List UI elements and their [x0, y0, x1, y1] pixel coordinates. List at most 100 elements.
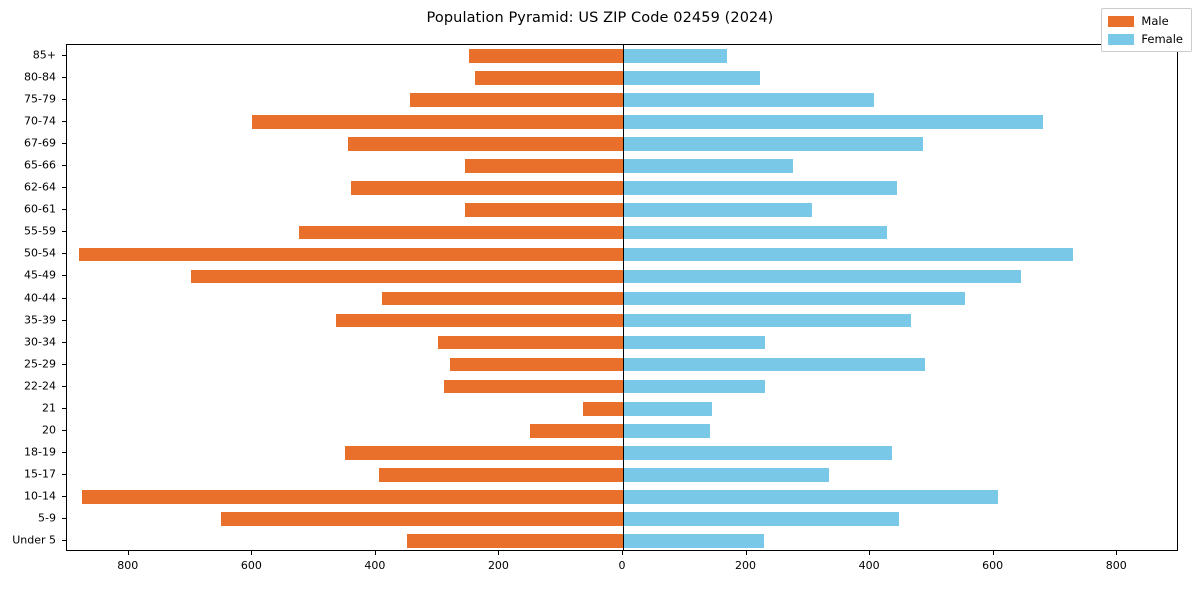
- bar-female[interactable]: [623, 225, 888, 240]
- bar-male[interactable]: [465, 203, 623, 218]
- y-tick-label: 62-64: [24, 180, 56, 194]
- bar-female[interactable]: [623, 137, 924, 152]
- bar-row: [67, 159, 1177, 174]
- bar-male[interactable]: [530, 423, 623, 438]
- y-tick-mark: [62, 517, 66, 519]
- y-tick-label: 30-34: [24, 335, 56, 349]
- bar-female[interactable]: [623, 203, 813, 218]
- bar-female[interactable]: [623, 534, 764, 548]
- x-tick-label: 400: [364, 559, 386, 572]
- x-tick-label: 200: [487, 559, 509, 572]
- bar-female[interactable]: [623, 159, 793, 174]
- bar-female[interactable]: [623, 512, 900, 526]
- y-tick-mark: [62, 99, 66, 101]
- bar-row: [67, 313, 1177, 328]
- x-tick-label: 600: [240, 559, 262, 572]
- y-tick-mark: [62, 297, 66, 299]
- y-tick-label: 35-39: [24, 313, 56, 327]
- bar-female[interactable]: [623, 115, 1044, 129]
- y-tick-label: 50-54: [24, 246, 56, 260]
- y-tick-label: 18-19: [24, 445, 56, 459]
- bar-male[interactable]: [474, 71, 623, 85]
- bar-female[interactable]: [623, 357, 926, 372]
- bar-male[interactable]: [79, 247, 623, 262]
- bar-female[interactable]: [623, 93, 874, 107]
- bar-row: [67, 445, 1177, 460]
- bar-row: [67, 247, 1177, 262]
- x-tick-label: 600: [982, 559, 1004, 572]
- bar-male[interactable]: [82, 490, 623, 504]
- y-tick-mark: [62, 363, 66, 365]
- bar-row: [67, 225, 1177, 240]
- bar-male[interactable]: [406, 534, 623, 548]
- bar-row: [67, 137, 1177, 152]
- bar-row: [67, 534, 1177, 548]
- bars-layer: [67, 45, 1177, 550]
- bar-male[interactable]: [582, 401, 623, 416]
- bar-female[interactable]: [623, 269, 1022, 284]
- y-tick-label: 80-84: [24, 70, 56, 84]
- bar-row: [67, 291, 1177, 306]
- bar-row: [67, 401, 1177, 416]
- y-tick-mark: [62, 253, 66, 255]
- bar-female[interactable]: [623, 490, 998, 504]
- x-tick-mark: [1116, 551, 1118, 555]
- bar-male[interactable]: [443, 379, 623, 394]
- bar-female[interactable]: [623, 468, 829, 482]
- bar-male[interactable]: [450, 357, 623, 372]
- bar-male[interactable]: [348, 137, 623, 152]
- bar-female[interactable]: [623, 49, 728, 63]
- y-tick-label: 85+: [32, 48, 56, 62]
- bar-row: [67, 423, 1177, 438]
- bar-male[interactable]: [351, 181, 623, 196]
- y-tick-mark: [62, 231, 66, 233]
- bar-male[interactable]: [382, 291, 623, 306]
- x-tick-mark: [869, 551, 871, 555]
- bar-male[interactable]: [345, 445, 623, 460]
- bar-female[interactable]: [623, 181, 897, 196]
- y-tick-mark: [62, 341, 66, 343]
- bar-female[interactable]: [623, 247, 1073, 262]
- bar-row: [67, 93, 1177, 107]
- bar-male[interactable]: [335, 313, 623, 328]
- y-tick-label: 10-14: [24, 489, 56, 503]
- y-tick-label: 67-69: [24, 136, 56, 150]
- bar-male[interactable]: [468, 49, 623, 63]
- bar-male[interactable]: [298, 225, 623, 240]
- bar-female[interactable]: [623, 335, 766, 350]
- x-tick-label: 800: [1105, 559, 1127, 572]
- y-tick-label: 75-79: [24, 92, 56, 106]
- y-tick-label: 45-49: [24, 268, 56, 282]
- x-tick-mark: [622, 551, 623, 555]
- y-tick-mark: [62, 429, 66, 431]
- y-tick-label: 22-24: [24, 379, 56, 393]
- bar-male[interactable]: [465, 159, 623, 174]
- bar-female[interactable]: [623, 379, 766, 394]
- x-tick-label: 400: [858, 559, 880, 572]
- bar-male[interactable]: [409, 93, 623, 107]
- bar-female[interactable]: [623, 291, 966, 306]
- bar-male[interactable]: [437, 335, 623, 350]
- bar-female[interactable]: [623, 71, 760, 85]
- legend-label-male: Male: [1141, 14, 1169, 28]
- bar-female[interactable]: [623, 401, 712, 416]
- bar-male[interactable]: [221, 512, 623, 526]
- y-tick-label: 25-29: [24, 357, 56, 371]
- x-tick-mark: [498, 551, 500, 555]
- y-tick-mark: [62, 55, 66, 57]
- x-tick-mark: [745, 551, 747, 555]
- bar-male[interactable]: [190, 269, 623, 284]
- chart-legend: Male Female: [1101, 8, 1192, 52]
- y-tick-mark: [62, 539, 66, 541]
- bar-female[interactable]: [623, 423, 711, 438]
- y-tick-label: 65-66: [24, 158, 56, 172]
- bar-male[interactable]: [378, 468, 623, 482]
- y-tick-mark: [62, 121, 66, 123]
- bar-row: [67, 357, 1177, 372]
- y-tick-mark: [62, 473, 66, 475]
- bar-male[interactable]: [252, 115, 623, 129]
- bar-female[interactable]: [623, 313, 911, 328]
- y-tick-mark: [62, 275, 66, 277]
- bar-female[interactable]: [623, 445, 893, 460]
- legend-swatch-male: [1108, 15, 1135, 27]
